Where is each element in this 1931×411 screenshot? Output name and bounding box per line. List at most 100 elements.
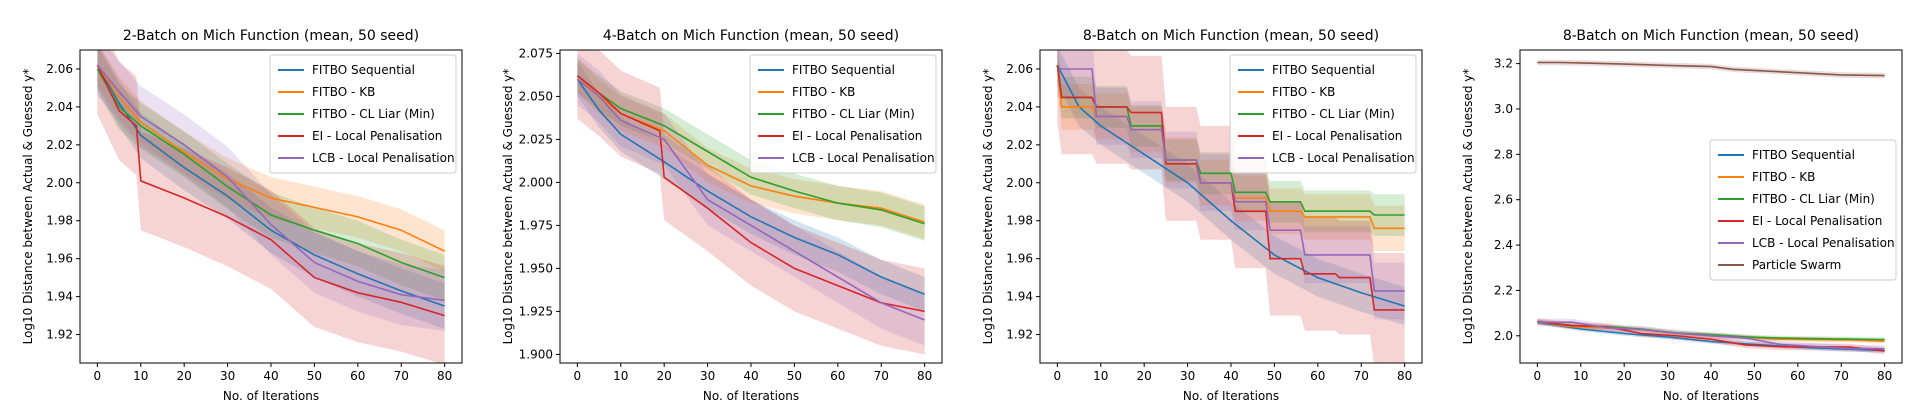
legend: FITBO Sequential FITBO - KB FITBO - CL Lia… (1709, 139, 1897, 281)
series-line (1056, 64, 1405, 307)
x-tick-label: 30 (700, 369, 715, 383)
x-tick-label: 0 (574, 369, 582, 383)
plot-area (1056, 50, 1405, 363)
y-tick-label: 3.0 (1494, 102, 1513, 116)
y-axis-label: Log10 Distance between Actual & Guessed … (1461, 69, 1475, 345)
legend-label: Particle Swarm (1752, 258, 1841, 272)
x-tick-label: 60 (350, 369, 365, 383)
plot-frame (559, 49, 943, 364)
chart-title: 4-Batch on Mich Function (mean, 50 seed) (603, 28, 899, 44)
series-line (1057, 68, 1405, 292)
legend-label: FITBO - CL Liar (Min) (1752, 192, 1875, 206)
legend: FITBO Sequential FITBO - KB FITBO - CL Lia… (749, 54, 937, 174)
series-line (96, 64, 445, 317)
legend-label: FITBO - CL Liar (Min) (792, 107, 915, 121)
x-tick-label: 80 (1877, 369, 1892, 383)
series-band (577, 58, 925, 240)
y-tick-label: 2.025 (519, 132, 553, 146)
y-tick-label: 3.2 (1494, 57, 1513, 71)
y-axis-label: Log10 Distance between Actual & Guessed … (21, 69, 35, 345)
series-line (1537, 321, 1885, 350)
y-tick-label: 2.0 (1494, 329, 1513, 343)
y-tick-label: 2.04 (1006, 100, 1033, 114)
y-tick-label: 1.98 (1006, 214, 1033, 228)
legend-box (749, 54, 937, 174)
x-tick-label: 70 (874, 369, 889, 383)
legend: FITBO Sequential FITBO - KB FITBO - CL Lia… (1229, 54, 1417, 174)
x-tick-label: 80 (917, 369, 932, 383)
legend-label: LCB - Local Penalisation (1752, 236, 1895, 250)
x-tick-label: 20 (657, 369, 672, 383)
y-axis-label: Log10 Distance between Actual & Guessed … (501, 69, 515, 345)
x-tick-label: 0 (1054, 369, 1062, 383)
x-axis-label: No. of Iterations (1663, 389, 1759, 403)
plot-frame (1039, 49, 1423, 364)
series-line (576, 75, 925, 313)
series-band (1057, 50, 1405, 363)
plot-frame (79, 49, 463, 364)
series-band (577, 50, 925, 355)
series-band (97, 50, 445, 331)
series-band (577, 62, 925, 312)
y-tick-label: 2.06 (1006, 62, 1033, 76)
legend-label: EI - Local Penalisation (792, 129, 922, 143)
y-tick-label: 2.8 (1494, 147, 1513, 161)
x-axis-label: No. of Iterations (1183, 389, 1279, 403)
x-axis-label: No. of Iterations (703, 389, 799, 403)
legend-box (1709, 139, 1897, 281)
chart-title: 2-Batch on Mich Function (mean, 50 seed) (123, 28, 419, 44)
y-tick-label: 2.050 (519, 89, 553, 103)
legend-label: FITBO - KB (1752, 170, 1815, 184)
series-line (96, 64, 445, 302)
series-line (1537, 321, 1885, 352)
x-tick-label: 60 (1310, 369, 1325, 383)
x-tick-label: 10 (133, 369, 148, 383)
x-tick-label: 30 (1180, 369, 1195, 383)
y-tick-label: 2.000 (519, 175, 553, 189)
legend-box (1229, 54, 1417, 174)
legend-label: EI - Local Penalisation (1272, 129, 1402, 143)
series-line (96, 64, 445, 252)
legend-label: LCB - Local Penalisation (1272, 151, 1415, 165)
y-tick-label: 1.92 (46, 328, 73, 342)
series-band (577, 58, 925, 241)
series-band (97, 50, 445, 329)
y-tick-label: 2.02 (1006, 138, 1033, 152)
y-tick-label: 1.98 (46, 214, 73, 228)
legend: FITBO Sequential FITBO - KB FITBO - CL Lia… (269, 54, 457, 174)
x-tick-label: 70 (394, 369, 409, 383)
legend-label: FITBO Sequential (1272, 63, 1375, 77)
plot-area (576, 50, 925, 355)
legend-label: FITBO - CL Liar (Min) (1272, 107, 1395, 121)
x-tick-label: 0 (1534, 369, 1542, 383)
x-tick-label: 70 (1354, 369, 1369, 383)
y-tick-label: 1.92 (1006, 328, 1033, 342)
y-tick-label: 1.900 (519, 347, 553, 361)
x-tick-label: 20 (1137, 369, 1152, 383)
legend-label: FITBO - KB (1272, 85, 1335, 99)
y-tick-label: 1.94 (1006, 290, 1033, 304)
legend-box (269, 54, 457, 174)
y-tick-label: 2.00 (1006, 176, 1033, 190)
series-band (1057, 50, 1405, 326)
x-tick-label: 50 (787, 369, 802, 383)
legend-label: EI - Local Penalisation (312, 129, 442, 143)
y-tick-label: 2.075 (519, 46, 553, 60)
y-tick-label: 2.6 (1494, 193, 1513, 207)
series-band (97, 50, 445, 363)
x-tick-label: 10 (613, 369, 628, 383)
legend-label: FITBO Sequential (312, 63, 415, 77)
y-tick-label: 1.950 (519, 261, 553, 275)
chart-panel-1: 2-Batch on Mich Function (mean, 50 seed)… (21, 28, 463, 403)
legend-label: FITBO Sequential (1752, 148, 1855, 162)
legend-label: FITBO - CL Liar (Min) (312, 107, 435, 121)
chart-panel-3: 8-Batch on Mich Function (mean, 50 seed)… (981, 28, 1423, 403)
y-tick-label: 2.2 (1494, 283, 1513, 297)
y-axis-label: Log10 Distance between Actual & Guessed … (981, 69, 995, 345)
x-tick-label: 30 (220, 369, 235, 383)
legend-label: LCB - Local Penalisation (312, 151, 455, 165)
x-axis-label: No. of Iterations (223, 389, 319, 403)
series-band (1057, 50, 1405, 252)
chart-panel-4: 8-Batch on Mich Function (mean, 50 seed)… (1461, 28, 1903, 403)
